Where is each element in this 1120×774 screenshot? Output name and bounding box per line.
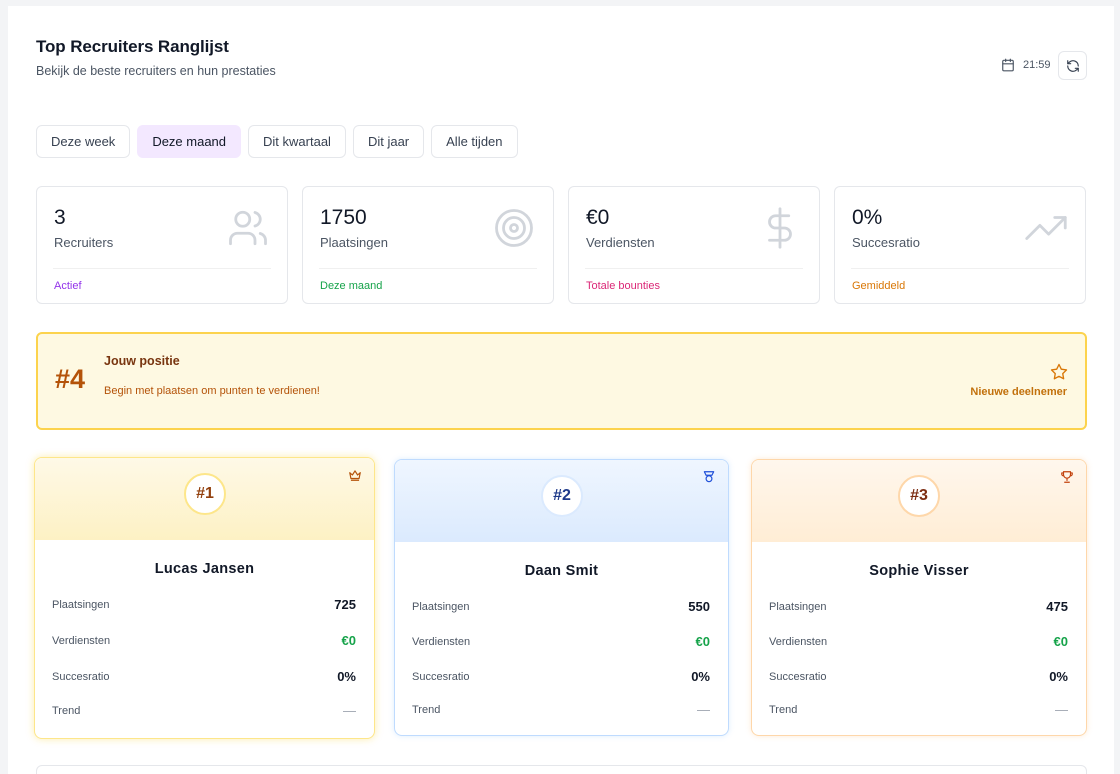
trophy-icon <box>1061 471 1073 483</box>
page-container: Top Recruiters Ranglijst Bekijk de beste… <box>8 6 1114 774</box>
metric-label: Trend <box>412 703 441 716</box>
last-updated-time: 21:59 <box>1023 59 1051 71</box>
metric-label: Succesratio <box>412 670 470 683</box>
metric-label: Verdiensten <box>769 635 828 648</box>
podium-card-1[interactable]: #1 Lucas Jansen Plaatsingen 725 Verdiens… <box>34 457 375 739</box>
stat-label: Recruiters <box>54 235 114 250</box>
metric-row: Verdiensten €0 <box>412 634 710 649</box>
metric-row: Trend — <box>52 703 356 718</box>
trending-up-icon <box>1025 216 1067 240</box>
metric-row: Verdiensten €0 <box>52 633 356 648</box>
page-title: Top Recruiters Ranglijst <box>36 37 229 56</box>
your-position-card: #4 Jouw positie Begin met plaatsen om pu… <box>36 332 1087 430</box>
calendar-icon <box>1002 58 1014 72</box>
metric-label: Plaatsingen <box>412 600 470 613</box>
stat-card-plaatsingen: 1750 Plaatsingen Deze maand <box>302 186 554 304</box>
medal-icon <box>703 471 715 483</box>
metric-row: Trend — <box>769 702 1068 717</box>
stat-label: Plaatsingen <box>320 235 388 250</box>
podium-card-3[interactable]: #3 Sophie Visser Plaatsingen 475 Verdien… <box>751 459 1087 736</box>
metric-label: Trend <box>52 704 81 717</box>
metric-value: 725 <box>334 597 356 612</box>
divider <box>53 268 271 269</box>
star-icon <box>1050 363 1068 380</box>
divider <box>319 268 537 269</box>
leaderboard-table-card <box>36 765 1087 774</box>
tab-dit-jaar[interactable]: Dit jaar <box>352 125 425 158</box>
stat-footer: Deze maand <box>320 280 383 292</box>
stat-value: €0 <box>586 206 610 229</box>
tab-deze-week[interactable]: Deze week <box>36 125 131 158</box>
metric-value: — <box>343 703 356 718</box>
recruiter-name: Sophie Visser <box>869 563 969 579</box>
your-rank: #4 <box>55 364 86 394</box>
metric-row: Succesratio 0% <box>412 669 710 684</box>
tab-dit-kwartaal[interactable]: Dit kwartaal <box>248 125 346 158</box>
rank-badge: #1 <box>184 473 226 515</box>
metric-label: Plaatsingen <box>769 600 827 613</box>
crown-icon <box>349 470 361 481</box>
period-tabs: Deze week Deze maand Dit kwartaal Dit ja… <box>36 125 518 158</box>
stat-value: 3 <box>54 206 66 229</box>
recruiter-name: Daan Smit <box>524 563 599 579</box>
stat-label: Verdiensten <box>586 235 655 250</box>
stat-card-recruiters: 3 Recruiters Actief <box>36 186 288 304</box>
recruiter-name: Lucas Jansen <box>154 561 255 577</box>
metric-value: €0 <box>1053 634 1068 649</box>
metric-row: Trend — <box>412 702 710 717</box>
users-icon <box>229 210 267 246</box>
metric-value: — <box>697 702 710 717</box>
stat-value: 0% <box>852 206 883 229</box>
metric-label: Trend <box>769 703 798 716</box>
metric-label: Succesratio <box>769 670 827 683</box>
metric-label: Succesratio <box>52 670 110 683</box>
metric-label: Verdiensten <box>52 634 111 647</box>
metric-value: 0% <box>691 669 710 684</box>
metric-row: Verdiensten €0 <box>769 634 1068 649</box>
stat-card-verdiensten: €0 Verdiensten Totale bounties <box>568 186 820 304</box>
metric-value: 0% <box>1049 669 1068 684</box>
metric-value: 0% <box>337 669 356 684</box>
stat-label: Succesratio <box>852 235 920 250</box>
stat-footer: Totale bounties <box>586 280 660 292</box>
refresh-button[interactable] <box>1058 51 1087 80</box>
tab-deze-maand[interactable]: Deze maand <box>137 125 242 158</box>
metric-label: Verdiensten <box>412 635 471 648</box>
stat-value: 1750 <box>320 206 367 229</box>
stat-footer: Actief <box>54 280 82 292</box>
stat-footer: Gemiddeld <box>852 280 906 292</box>
tab-alle-tijden[interactable]: Alle tijden <box>431 125 518 158</box>
rank-badge: #3 <box>898 475 940 517</box>
divider <box>851 268 1069 269</box>
your-position-title: Jouw positie <box>104 354 180 368</box>
participant-badge: Nieuwe deelnemer <box>970 386 1067 398</box>
metric-row: Plaatsingen 550 <box>412 599 710 614</box>
dollar-icon <box>768 207 792 249</box>
last-updated: 21:59 <box>1001 58 1051 72</box>
metric-value: — <box>1055 702 1068 717</box>
metric-row: Succesratio 0% <box>769 669 1068 684</box>
podium-card-2[interactable]: #2 Daan Smit Plaatsingen 550 Verdiensten… <box>394 459 729 736</box>
rank-badge: #2 <box>541 475 583 517</box>
metric-value: 550 <box>688 599 710 614</box>
metric-value: €0 <box>341 633 356 648</box>
metric-row: Plaatsingen 475 <box>769 599 1068 614</box>
your-position-description: Begin met plaatsen om punten te verdiene… <box>104 385 320 397</box>
divider <box>585 268 803 269</box>
metric-row: Succesratio 0% <box>52 669 356 684</box>
metric-value: €0 <box>695 634 710 649</box>
stat-card-succesratio: 0% Succesratio Gemiddeld <box>834 186 1086 304</box>
metric-label: Plaatsingen <box>52 598 110 611</box>
target-icon <box>495 209 533 247</box>
page-subtitle: Bekijk de beste recruiters en hun presta… <box>36 64 276 78</box>
refresh-icon <box>1066 59 1079 72</box>
metric-row: Plaatsingen 725 <box>52 597 356 612</box>
metric-value: 475 <box>1046 599 1068 614</box>
